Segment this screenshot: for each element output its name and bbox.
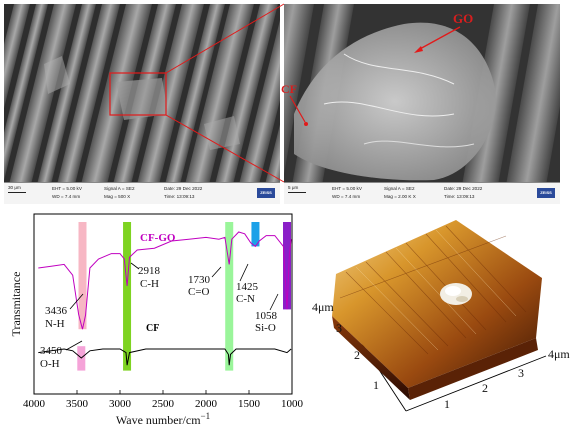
series-group (38, 231, 292, 366)
sem-left-databar: 30 μm EHT = 5.00 kV WD = 7.4 mm Signal A… (4, 182, 280, 204)
series-line-cf (38, 348, 292, 366)
x-tick-label-3500: 3500 (66, 398, 89, 410)
x-tick-label-2000: 2000 (195, 398, 218, 410)
scale-bar (8, 192, 26, 193)
afm-x-axis-label: 4μm (548, 347, 570, 361)
x-tick-label-3000: 3000 (109, 398, 132, 410)
ftir-chart: 4000 3500 3000 2500 2000 1500 1000 Wave number… (9, 213, 304, 427)
band-1058 (283, 222, 292, 310)
sem-left-micrograph (4, 4, 280, 182)
eht-label: EHT = 5.00 kV (332, 186, 362, 191)
peak-annotations: 3436 N-H 3450 O-H 2918 C-H 1730 C=O 1425… (40, 262, 279, 370)
peak-1730-value: 1730 (188, 274, 211, 286)
afm-y-tick-1: 1 (373, 378, 379, 392)
peak-3450-group: O-H (40, 358, 60, 370)
x-axis-label: Wave number/cm−1 (116, 411, 210, 427)
afm-surface (332, 220, 542, 388)
afm-front-right-face (408, 338, 538, 400)
band-2918 (123, 222, 132, 371)
time-label: Time: 13:09:13 (164, 194, 195, 199)
band-1730 (225, 222, 234, 371)
signal-label: Signal A = SE2 (384, 186, 415, 191)
afm-x-tick-1: 1 (444, 397, 450, 411)
afm-y-tick-2: 2 (354, 348, 360, 362)
date-label: Date: 29 Dec 2022 (164, 186, 203, 191)
afm-x-tick-3: 3 (518, 366, 524, 380)
sem-image-right: 5 μm EHT = 5.00 kV WD = 7.4 mm Signal A … (284, 4, 560, 204)
wd-label: WD = 7.4 mm (332, 194, 361, 199)
signal-label: Signal A = SE2 (104, 186, 135, 191)
y-axis-label: Transmitance (9, 272, 23, 337)
scale-label: 5 μm (288, 185, 299, 190)
sem-right-micrograph (284, 4, 560, 182)
afm-x-axis (405, 355, 547, 412)
x-axis-ticks: 4000 3500 3000 2500 2000 1500 1000 (23, 390, 304, 410)
scale-bar (288, 192, 306, 193)
mag-label: Mag = 2.00 K X (384, 194, 416, 199)
scale-label: 30 μm (8, 185, 21, 190)
legend-cf-go: CF-GO (140, 232, 176, 244)
afm-front-left-face (332, 316, 410, 400)
eht-label: EHT = 5.00 kV (52, 186, 82, 191)
afm-y-tick-3: 3 (336, 321, 342, 335)
afm-x-tick-2: 2 (482, 381, 488, 395)
series-line-cf-go (38, 231, 292, 330)
x-tick-label-1500: 1500 (238, 398, 261, 410)
date-label: Date: 29 Dec 2022 (444, 186, 483, 191)
peak-3436-value: 3436 (45, 305, 68, 317)
time-label: Time: 13:09:13 (444, 194, 475, 199)
peak-2918-group: C-H (140, 278, 159, 290)
afm-3d-image: 4μm 4μm 1 2 3 1 2 3 (312, 220, 570, 412)
peak-3436-group: N-H (45, 318, 65, 330)
peak-1730-group: C=O (188, 286, 210, 298)
peak-3450-value: 3450 (40, 345, 63, 357)
x-tick-label-4000: 4000 (23, 398, 46, 410)
peak-1425-group: C-N (236, 293, 255, 305)
peak-1058-group: Si-O (255, 322, 276, 334)
sem-image-left: 30 μm EHT = 5.00 kV WD = 7.4 mm Signal A… (4, 4, 280, 204)
x-tick-label-2500: 2500 (152, 398, 175, 410)
wd-label: WD = 7.4 mm (52, 194, 81, 199)
peak-1425-value: 1425 (236, 281, 259, 293)
sem-right-databar: 5 μm EHT = 5.00 kV WD = 7.4 mm Signal A … (284, 182, 560, 204)
zeiss-logo: ZEISS (537, 188, 555, 198)
mag-label: Mag = 500 X (104, 194, 131, 199)
band-1425 (251, 222, 260, 247)
afm-y-axis-label: 4μm (312, 300, 334, 314)
band-3436 (78, 222, 87, 330)
x-tick-label-1000: 1000 (281, 398, 304, 410)
peak-2918-value: 2918 (138, 265, 161, 277)
peak-1058-value: 1058 (255, 310, 278, 322)
zeiss-logo: ZEISS (257, 188, 275, 198)
legend-cf: CF (146, 323, 159, 334)
